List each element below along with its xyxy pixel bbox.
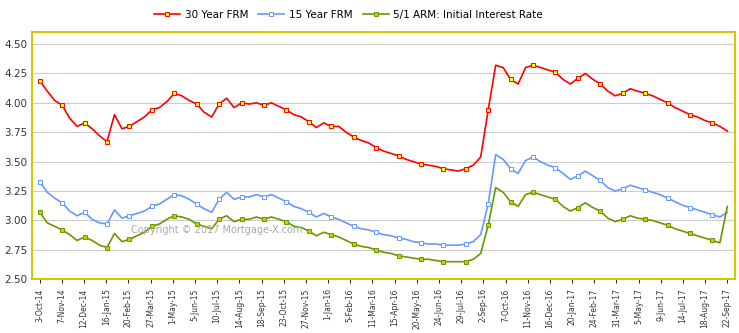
5/1 ARM: Initial Interest Rate: (66, 3.24): Initial Interest Rate: (66, 3.24) xyxy=(528,190,537,194)
5/1 ARM: Initial Interest Rate: (54, 2.65): Initial Interest Rate: (54, 2.65) xyxy=(439,260,448,264)
15 Year FRM xyxy=(125,214,134,218)
15 Year FRM xyxy=(491,153,500,157)
15 Year FRM xyxy=(35,180,44,184)
15 Year FRM xyxy=(723,210,732,214)
15 Year FRM xyxy=(596,178,605,182)
Line: 5/1 ARM: Initial Interest Rate: 5/1 ARM: Initial Interest Rate xyxy=(38,185,730,264)
15 Year FRM xyxy=(439,243,448,247)
Text: Copyright © 2017 Mortgage-X.com: Copyright © 2017 Mortgage-X.com xyxy=(131,225,302,235)
5/1 ARM: Initial Interest Rate: (0, 3.07): Initial Interest Rate: (0, 3.07) xyxy=(35,210,44,214)
Legend: 30 Year FRM, 15 Year FRM, 5/1 ARM: Initial Interest Rate: 30 Year FRM, 15 Year FRM, 5/1 ARM: Initi… xyxy=(150,5,547,24)
30 Year FRM xyxy=(379,149,388,153)
15 Year FRM xyxy=(147,204,156,208)
30 Year FRM xyxy=(125,125,134,129)
15 Year FRM xyxy=(528,155,537,159)
30 Year FRM xyxy=(596,82,605,86)
15 Year FRM xyxy=(379,233,388,237)
5/1 ARM: Initial Interest Rate: (12, 2.84): Initial Interest Rate: (12, 2.84) xyxy=(125,237,134,241)
5/1 ARM: Initial Interest Rate: (92, 3.12): Initial Interest Rate: (92, 3.12) xyxy=(723,204,732,208)
5/1 ARM: Initial Interest Rate: (75, 3.08): Initial Interest Rate: (75, 3.08) xyxy=(596,209,605,213)
5/1 ARM: Initial Interest Rate: (19, 3.03): Initial Interest Rate: (19, 3.03) xyxy=(177,215,186,219)
Line: 15 Year FRM: 15 Year FRM xyxy=(38,152,730,248)
30 Year FRM xyxy=(147,108,156,112)
30 Year FRM xyxy=(723,129,732,133)
5/1 ARM: Initial Interest Rate: (61, 3.28): Initial Interest Rate: (61, 3.28) xyxy=(491,185,500,189)
5/1 ARM: Initial Interest Rate: (46, 2.73): Initial Interest Rate: (46, 2.73) xyxy=(379,250,388,254)
30 Year FRM xyxy=(491,63,500,67)
30 Year FRM xyxy=(177,94,186,98)
Line: 30 Year FRM: 30 Year FRM xyxy=(38,63,730,173)
30 Year FRM xyxy=(35,79,44,83)
30 Year FRM xyxy=(528,63,537,67)
30 Year FRM xyxy=(454,169,463,173)
5/1 ARM: Initial Interest Rate: (15, 2.95): Initial Interest Rate: (15, 2.95) xyxy=(147,224,156,228)
15 Year FRM xyxy=(177,194,186,198)
